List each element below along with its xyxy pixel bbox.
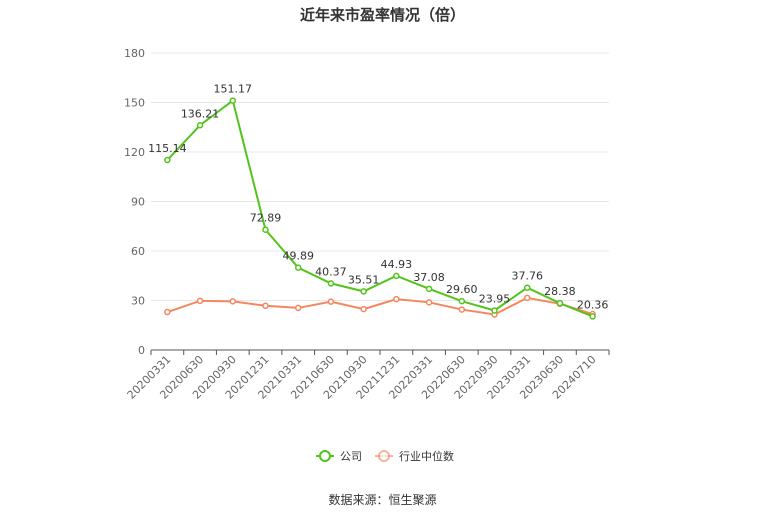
- series-line: [166, 98, 594, 318]
- data-label: 44.93: [381, 258, 413, 271]
- data-label: 136.21: [181, 107, 220, 120]
- data-label: 35.51: [348, 273, 380, 286]
- series-company: 115.14 136.21 151.17 72.89 49.8940.3735.5144…: [148, 83, 609, 320]
- y-tick-label: 60: [131, 245, 145, 258]
- data-point: [458, 306, 466, 313]
- data-point: [327, 298, 335, 305]
- data-label: 49.89: [282, 250, 314, 263]
- data-point: [294, 264, 302, 271]
- data-point: [425, 299, 433, 306]
- data-point: [196, 122, 204, 129]
- data-point: [327, 280, 335, 287]
- data-point: [360, 288, 367, 295]
- data-point: [229, 97, 237, 104]
- data-point: [262, 302, 269, 310]
- data-label: 72.89: [250, 212, 282, 225]
- data-point: [523, 284, 531, 291]
- data-point: [360, 305, 367, 313]
- data-point: [556, 299, 564, 307]
- legend-marker: [378, 450, 390, 462]
- data-point: [294, 304, 302, 312]
- data-point: [523, 294, 531, 302]
- y-tick-label: 180: [124, 47, 145, 60]
- data-label: 40.37: [315, 265, 347, 278]
- legend-item-industry-median: 行业中位数: [375, 449, 454, 463]
- legend-item-company: 公司: [316, 450, 362, 463]
- y-tick-label: 150: [124, 97, 145, 110]
- data-point: [491, 307, 498, 314]
- series-line: [167, 296, 593, 316]
- data-point: [262, 226, 269, 233]
- legend-label: 公司: [340, 450, 362, 463]
- data-point: [393, 272, 400, 280]
- series-industry-median: [164, 294, 596, 318]
- data-point: [229, 298, 237, 305]
- data-label: 115.14: [148, 142, 187, 155]
- y-tick-label: 120: [124, 146, 145, 159]
- data-label: 37.08: [413, 271, 445, 284]
- data-point: [164, 156, 171, 164]
- data-point: [393, 295, 400, 303]
- chart-title: 近年来市盈率情况（倍）: [299, 6, 465, 24]
- data-label: 20.36: [577, 298, 609, 311]
- data-point: [589, 313, 596, 320]
- data-label: 29.60: [446, 283, 478, 296]
- y-tick-label: 0: [138, 344, 145, 357]
- y-tick-label: 90: [131, 196, 145, 209]
- legend-marker: [319, 450, 331, 462]
- data-label: 23.95: [479, 292, 511, 305]
- data-point: [458, 297, 466, 305]
- data-point: [425, 285, 433, 293]
- data-label: 37.76: [511, 270, 543, 283]
- data-source: 数据来源：恒生聚源: [328, 493, 437, 507]
- y-tick-label: 30: [131, 295, 145, 308]
- data-label: 28.38: [544, 285, 576, 298]
- legend-label: 行业中位数: [399, 449, 454, 463]
- data-point: [196, 297, 204, 305]
- data-point: [164, 308, 171, 316]
- data-label: 151.17: [214, 83, 253, 96]
